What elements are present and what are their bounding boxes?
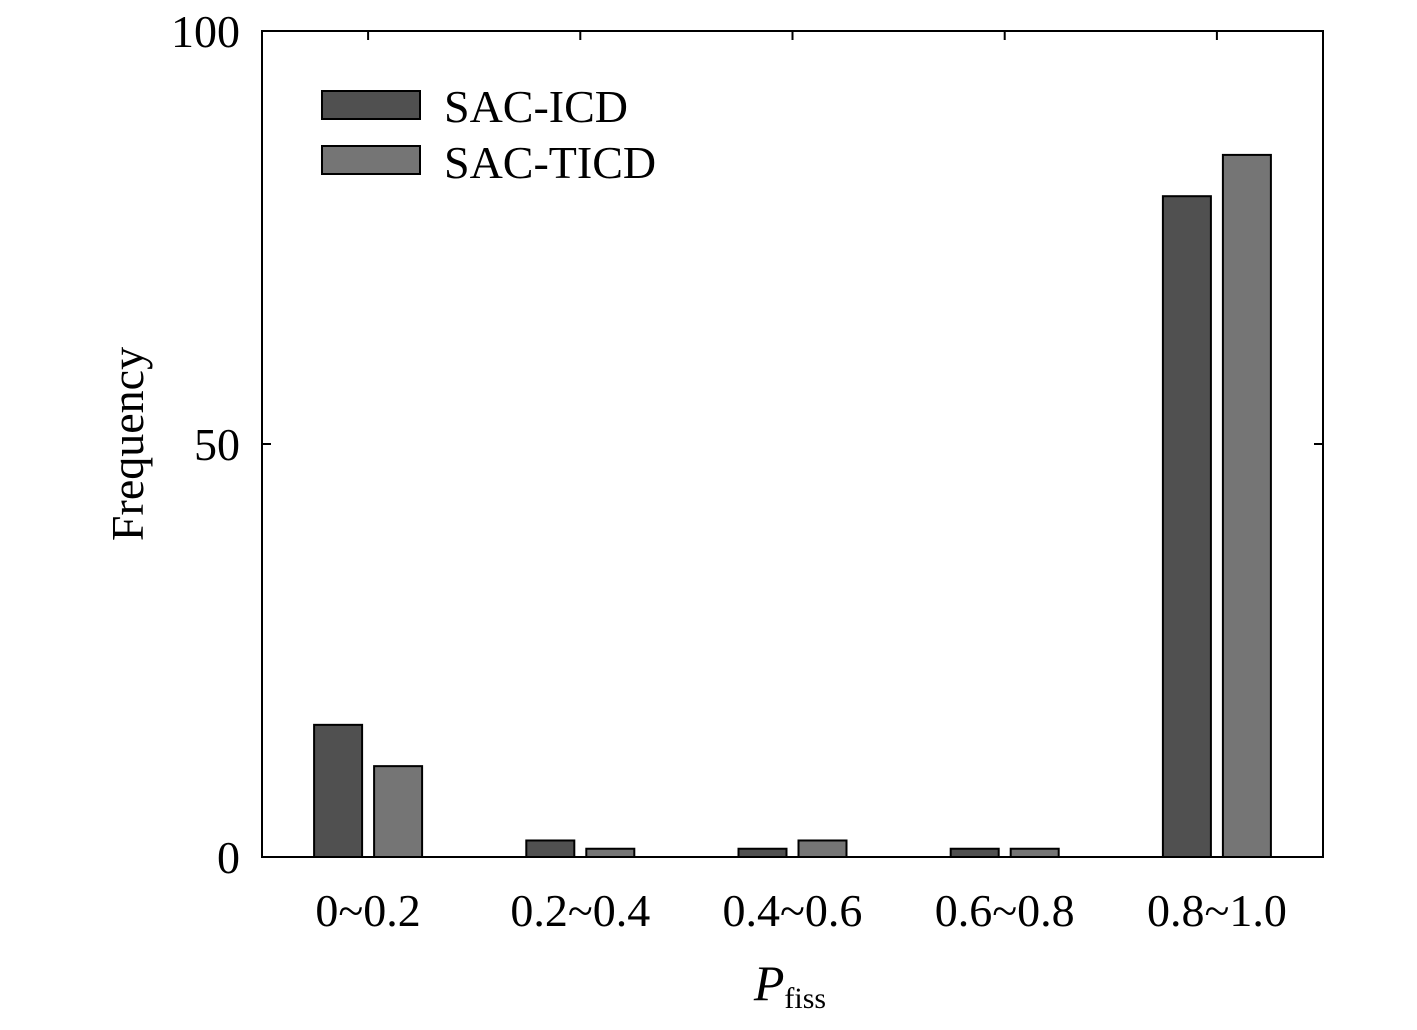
x-tick-label: 0.8~1.0 — [1147, 885, 1287, 936]
x-tick-label: 0~0.2 — [315, 885, 420, 936]
legend-swatch-sac-ticd — [321, 145, 421, 175]
y-axis-label: Frequency — [102, 347, 153, 541]
bar-sac-icd-1 — [525, 839, 576, 858]
y-tick-label: 100 — [171, 6, 240, 57]
y-tick-label: 0 — [217, 832, 240, 883]
x-tick-label: 0.6~0.8 — [935, 885, 1075, 936]
bar-sac-icd-0 — [313, 723, 364, 859]
x-axis-label-main: P — [753, 955, 785, 1011]
legend-label-sac-ticd: SAC-TICD — [444, 137, 656, 188]
x-axis-label: Pfiss — [753, 955, 826, 1015]
bar-sac-ticd-3 — [1009, 847, 1060, 858]
bar-sac-icd-4 — [1161, 195, 1212, 858]
y-axis: 0 50 100 — [171, 6, 1323, 883]
x-axis: 0~0.2 0.2~0.4 0.4~0.6 0.6~0.8 0.8~1.0 — [315, 31, 1287, 936]
bar-sac-ticd-4 — [1221, 153, 1272, 858]
bar-sac-icd-3 — [949, 847, 1000, 858]
bar-sac-ticd-2 — [797, 839, 848, 858]
x-axis-label-subscript: fiss — [784, 982, 826, 1015]
bars-layer — [313, 153, 1272, 859]
x-tick-label: 0.4~0.6 — [723, 885, 863, 936]
bar-sac-ticd-0 — [373, 765, 424, 859]
bar-sac-icd-2 — [737, 847, 788, 858]
legend: SAC-ICD SAC-TICD — [321, 81, 656, 188]
bar-sac-ticd-1 — [585, 847, 636, 858]
y-tick-label: 50 — [194, 419, 240, 470]
legend-swatch-sac-icd — [321, 90, 421, 120]
legend-label-sac-icd: SAC-ICD — [444, 81, 628, 132]
x-tick-label: 0.2~0.4 — [510, 885, 650, 936]
